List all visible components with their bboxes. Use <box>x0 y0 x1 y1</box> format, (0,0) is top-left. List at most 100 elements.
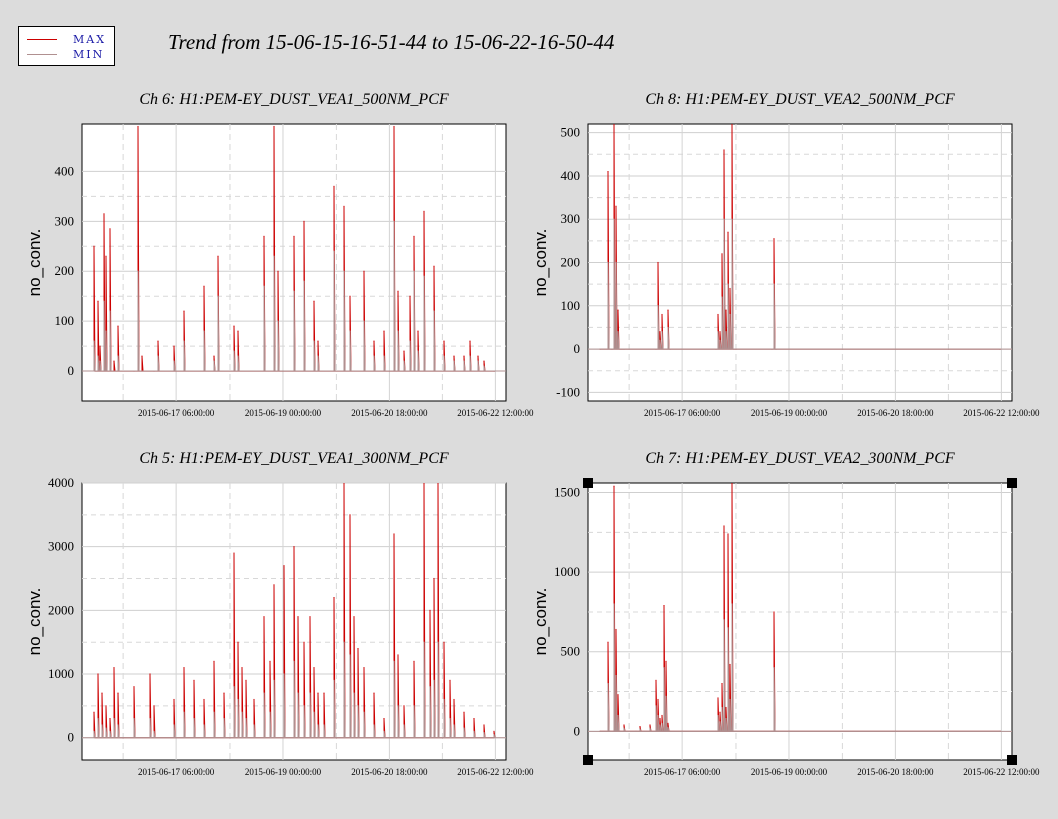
data-point-max <box>429 609 431 611</box>
legend-swatch-min <box>27 53 57 55</box>
data-point-min <box>97 718 99 720</box>
data-point-min <box>213 711 215 713</box>
data-point-max <box>273 584 275 586</box>
data-point-max <box>483 724 485 726</box>
data-point-max <box>233 325 235 327</box>
chart-panel-2: Ch 8: H1:PEM-EY_DUST_VEA2_500NM_PCF -100 0… <box>531 91 1040 418</box>
data-point-min <box>349 330 351 332</box>
data-point-max <box>105 705 107 707</box>
legend: MAX MIN <box>18 26 115 66</box>
data-point-min <box>667 326 669 329</box>
data-point-min <box>273 679 275 682</box>
data-point-max <box>293 235 295 237</box>
data-point-max <box>721 253 723 255</box>
data-point-max <box>667 309 669 311</box>
data-point-max <box>297 616 299 618</box>
data-point-min <box>241 711 243 713</box>
chart-title: Ch 5: H1:PEM-EY_DUST_VEA1_300NM_PCF <box>139 450 449 467</box>
data-point-min <box>727 627 729 629</box>
data-point-min <box>223 718 225 720</box>
y-tick-label: 200 <box>561 255 581 270</box>
data-point-max <box>213 660 215 662</box>
data-point-max <box>233 552 235 554</box>
data-point-max <box>433 265 435 267</box>
data-point-max <box>323 692 325 694</box>
data-point-min <box>423 275 425 277</box>
data-point-max <box>719 711 721 713</box>
data-point-min <box>453 724 455 726</box>
x-tick-label: 2015-06-17 06:00:00 <box>138 767 215 777</box>
data-point-min <box>105 727 107 729</box>
data-point-max <box>723 525 725 527</box>
data-point-min <box>317 724 319 726</box>
data-point-max <box>493 730 495 732</box>
x-tick-label: 2015-06-19 00:00:00 <box>751 408 828 418</box>
data-point-min <box>397 705 399 707</box>
data-point-min <box>617 714 619 717</box>
data-point-max <box>363 667 365 669</box>
data-point-min <box>293 660 295 662</box>
data-point-min <box>263 692 265 694</box>
y-tick-label: 1500 <box>554 485 580 500</box>
data-point-min <box>93 340 95 342</box>
data-point-min <box>109 730 111 732</box>
x-tick-label: 2015-06-20 18:00:00 <box>857 767 934 777</box>
data-point-min <box>433 310 435 312</box>
data-point-min <box>639 728 641 730</box>
data-point-max <box>333 185 335 187</box>
data-point-max <box>277 270 279 272</box>
data-point-min <box>723 218 725 220</box>
data-point-min <box>469 355 471 357</box>
y-tick-label: 300 <box>55 213 75 228</box>
data-point-max <box>661 313 663 316</box>
data-point-min <box>203 330 205 332</box>
data-point-min <box>615 261 617 264</box>
data-point-max <box>245 679 247 682</box>
data-point-max <box>657 261 659 264</box>
chart-panel-1: Ch 6: H1:PEM-EY_DUST_VEA1_500NM_PCF 0 100 2… <box>25 91 534 418</box>
data-point-min <box>719 339 721 342</box>
x-tick-label: 2015-06-22 12:00:00 <box>457 767 534 777</box>
data-point-min <box>383 730 385 732</box>
series-group <box>588 124 1012 350</box>
legend-label-max: MAX <box>73 32 107 46</box>
data-point-max <box>293 546 295 548</box>
data-point-min <box>717 331 719 333</box>
data-point-max <box>617 694 619 696</box>
data-point-min <box>383 355 385 357</box>
data-point-min <box>137 270 139 272</box>
data-point-min <box>303 280 305 282</box>
data-point-max <box>333 597 335 599</box>
data-point-min <box>273 255 275 257</box>
data-point-min <box>217 295 219 297</box>
data-point-min <box>203 724 205 726</box>
data-point-min <box>723 619 725 621</box>
data-point-min <box>483 365 485 367</box>
data-point-min <box>253 724 255 726</box>
data-point-max <box>615 628 617 631</box>
data-point-min <box>99 360 101 362</box>
data-point-max <box>269 660 271 662</box>
x-tick-label: 2015-06-20 18:00:00 <box>351 767 428 777</box>
data-point-max <box>383 330 385 332</box>
data-point-min <box>213 360 215 362</box>
data-point-max <box>103 213 105 215</box>
data-point-max <box>607 171 609 173</box>
data-point-max <box>373 692 375 694</box>
data-point-min <box>263 285 265 287</box>
data-point-max <box>437 483 439 484</box>
data-point-max <box>409 295 411 297</box>
x-tick-label: 2015-06-19 00:00:00 <box>245 408 322 418</box>
data-point-max <box>93 711 95 713</box>
data-point-min <box>373 724 375 726</box>
data-point-min <box>245 718 247 720</box>
data-point-min <box>725 718 727 720</box>
y-tick-label: -100 <box>556 384 580 399</box>
data-point-max <box>667 722 669 724</box>
data-point-min <box>237 355 239 357</box>
data-point-min <box>413 705 415 707</box>
data-point-min <box>157 355 159 357</box>
data-point-min <box>343 270 345 272</box>
data-point-min <box>105 330 107 332</box>
data-point-min <box>393 220 395 222</box>
